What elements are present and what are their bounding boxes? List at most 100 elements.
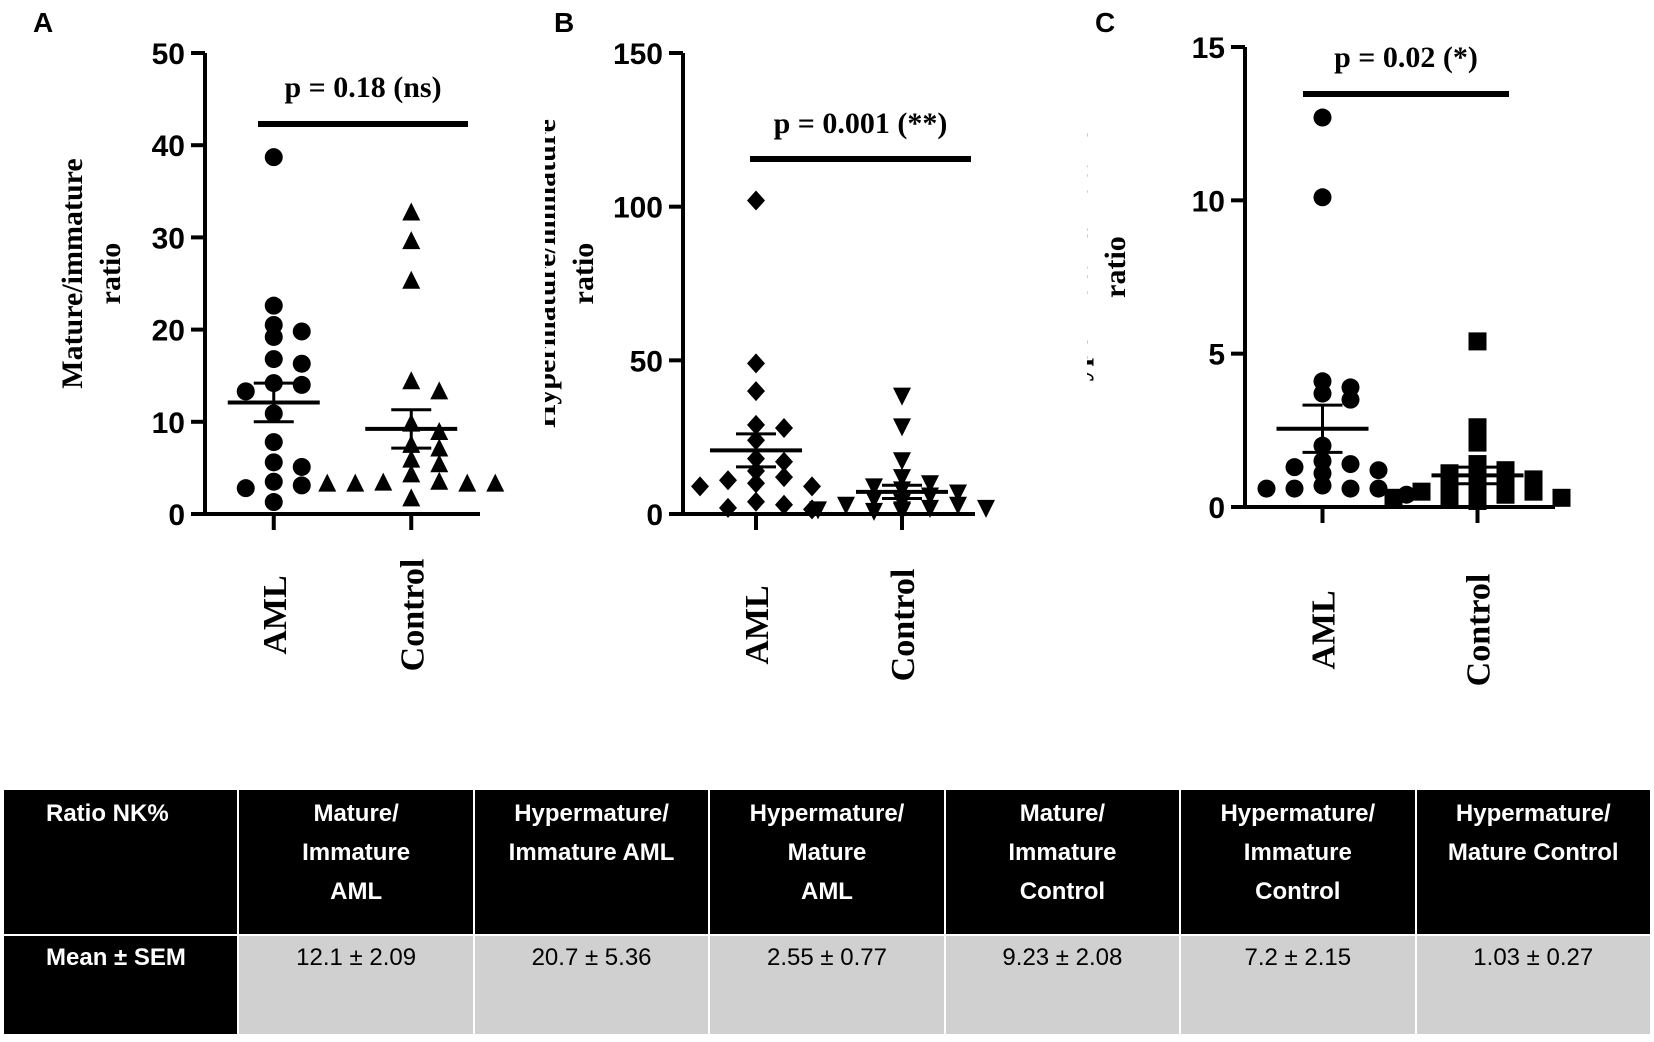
y-tick-label: 0	[1208, 492, 1225, 525]
table-cell: 2.55 ± 0.77	[708, 934, 946, 1036]
data-point	[775, 494, 793, 515]
chart-c-svg: C 0 5 10 15 Hypermature/mature ratio AML Control…	[1087, 7, 1571, 686]
data-point	[458, 473, 477, 492]
data-point	[837, 496, 855, 515]
chart-panel-c: C 0 5 10 15 Hypermature/mature ratio AML Control…	[1087, 0, 1647, 720]
data-point	[1285, 479, 1304, 498]
data-point	[402, 449, 421, 468]
x-tick-label: AML	[257, 575, 294, 654]
data-point	[921, 499, 939, 518]
data-point	[1285, 458, 1304, 477]
table-cell: 9.23 ± 2.08	[943, 934, 1182, 1036]
data-point	[292, 375, 311, 394]
y-axis-label: Hypermature/mature	[1087, 129, 1094, 405]
data-point	[1341, 455, 1360, 474]
data-point	[949, 496, 967, 515]
data-point	[264, 472, 283, 491]
p-value-label: p = 0.02 (*)	[1334, 41, 1478, 74]
y-tick-label: 50	[152, 38, 185, 71]
x-tick-label: AML	[1306, 590, 1343, 669]
data-point	[893, 502, 911, 521]
data-point	[1369, 461, 1388, 480]
data-point	[402, 371, 421, 390]
data-point	[1369, 479, 1388, 498]
y-tick-label: 100	[613, 192, 663, 225]
data-point	[893, 469, 911, 488]
data-point	[430, 381, 449, 400]
data-point	[374, 472, 393, 491]
y-tick-label: 5	[1208, 339, 1225, 372]
panel-label: B	[554, 7, 574, 38]
p-value-label: p = 0.001 (**)	[774, 107, 948, 140]
data-point	[1552, 488, 1571, 507]
data-point	[865, 502, 883, 521]
table-header-hypermature-immature-control: Hypermature/ Immature Control	[1179, 788, 1417, 936]
chart-a-svg: A 0 10 20 30 40 50 Mature/immature ratio AML Contr…	[33, 7, 505, 672]
data-point	[893, 387, 911, 406]
data-point	[1313, 384, 1332, 403]
data-point	[292, 457, 311, 476]
data-point	[292, 354, 311, 373]
data-point	[264, 453, 283, 472]
data-point	[402, 488, 421, 507]
data-point	[292, 322, 311, 341]
chart-panel-b: B 0 50 100 150 Hypermature/immature ratio AML Co…	[545, 0, 1085, 720]
data-point	[1468, 418, 1487, 437]
data-point	[402, 231, 421, 250]
y-axis-label: ratio	[567, 243, 600, 305]
data-point	[1468, 491, 1487, 510]
y-axis-label: Hypermature/immature	[545, 119, 562, 428]
data-point	[1313, 108, 1332, 127]
y-axis-label: ratio	[1099, 236, 1132, 298]
data-point	[1524, 482, 1543, 501]
data-point	[1257, 479, 1276, 498]
table-row: Mean ± SEM 12.1 ± 2.09 20.7 ± 5.36 2.55 …	[1, 934, 1653, 1036]
data-point	[402, 270, 421, 289]
y-tick-label: 10	[152, 407, 185, 440]
data-point	[1313, 476, 1332, 495]
data-point	[292, 476, 311, 495]
data-point	[775, 451, 793, 472]
data-point	[264, 433, 283, 452]
data-point	[1384, 488, 1403, 507]
data-point	[402, 464, 421, 483]
x-tick-label: Control	[885, 569, 922, 682]
table-header-hypermature-immature-aml: Hypermature/ Immature AML	[472, 788, 711, 936]
panel-label: A	[33, 7, 53, 38]
data-point	[949, 484, 967, 503]
data-point	[1468, 433, 1487, 452]
data-point	[747, 473, 765, 494]
data-point	[430, 454, 449, 473]
data-point	[775, 417, 793, 438]
table-header-row: Ratio NK% Mature/ Immature AML Hypermatu…	[1, 788, 1653, 936]
panel-label: C	[1095, 7, 1115, 38]
summary-table: Ratio NK% Mature/ Immature AML Hypermatu…	[1, 788, 1653, 1036]
table-header-hypermature-mature-aml: Hypermature/ Mature AML	[708, 788, 946, 936]
data-point	[977, 499, 995, 518]
data-point	[318, 473, 337, 492]
data-point	[1496, 485, 1515, 504]
data-point	[747, 381, 765, 402]
data-point	[691, 476, 709, 497]
data-point	[1468, 332, 1487, 351]
y-axis-label: ratio	[94, 243, 127, 305]
p-value-label: p = 0.18 (ns)	[284, 71, 441, 104]
y-tick-label: 0	[646, 499, 663, 532]
data-point	[264, 296, 283, 315]
data-point	[1412, 482, 1431, 501]
table-header-hypermature-mature-control: Hypermature/ Mature Control	[1414, 788, 1653, 936]
data-point	[893, 418, 911, 437]
data-point	[809, 501, 827, 520]
table-header-ratio: Ratio NK%	[1, 788, 240, 936]
data-point	[719, 470, 737, 491]
data-point	[747, 491, 765, 512]
table-header-mature-immature-control: Mature/ Immature Control	[943, 788, 1182, 936]
data-point	[402, 202, 421, 221]
y-tick-label: 40	[152, 130, 185, 163]
y-axis-label: Mature/immature	[56, 158, 89, 389]
y-tick-label: 20	[152, 315, 185, 348]
table-cell: 7.2 ± 2.15	[1179, 934, 1417, 1036]
y-tick-label: 50	[630, 345, 663, 378]
data-point	[264, 148, 283, 167]
x-tick-label: Control	[394, 559, 431, 672]
